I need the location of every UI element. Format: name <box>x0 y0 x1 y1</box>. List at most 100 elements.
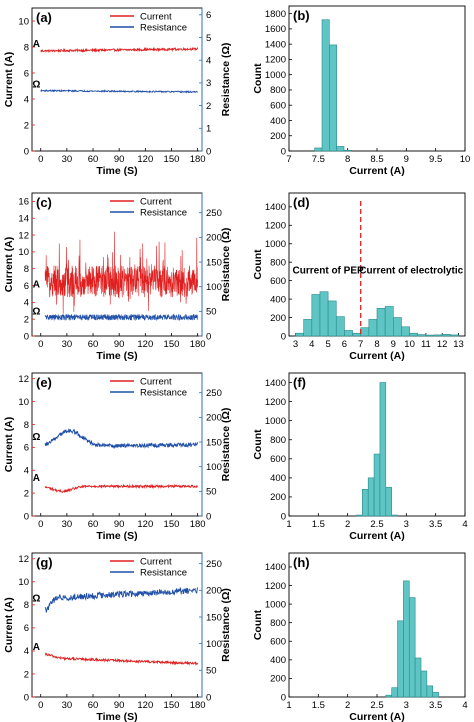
x-tick-label: 7 <box>286 154 291 165</box>
y2-axis-label: Resistance (Ω) <box>220 588 232 662</box>
y-tick-label: 4 <box>24 466 29 477</box>
y2-tick-label: 100 <box>206 462 222 473</box>
y-tick-label: 200 <box>270 492 286 503</box>
histogram-bar <box>336 146 345 152</box>
histogram-bar <box>426 685 434 698</box>
y2-tick-label: 0 <box>206 692 211 703</box>
x-axis-label: Current (A) <box>349 165 404 177</box>
y2-tick-label: 0 <box>206 331 211 342</box>
y-tick-label: 200 <box>270 131 286 142</box>
y2-tick-label: 4 <box>206 56 211 67</box>
y-tick-label: 6 <box>24 68 29 79</box>
y2-tick-label: 250 <box>206 388 222 399</box>
x-tick-label: 2 <box>345 700 350 711</box>
y-tick-label: 14 <box>18 214 29 225</box>
histogram-bar <box>356 514 363 517</box>
x-tick-label: 1.5 <box>312 519 325 530</box>
histogram-bar <box>384 306 394 337</box>
x-tick-label: 1 <box>286 700 291 711</box>
y-axis-label: Count <box>252 249 264 280</box>
x-tick-label: 0 <box>38 700 43 711</box>
plot-frame <box>288 5 466 152</box>
x-tick-label: 180 <box>190 700 206 711</box>
x-tick-label: 30 <box>62 519 73 530</box>
x-tick-label: 0 <box>38 154 43 165</box>
y2-tick-label: 50 <box>206 666 217 677</box>
histogram-bar <box>344 330 353 337</box>
series-annotation: Ω <box>32 432 40 443</box>
legend-label-resistance: Resistance <box>140 568 187 579</box>
x-tick-label: 30 <box>62 339 73 350</box>
y-axis-label: Current (A) <box>3 417 15 472</box>
x-tick-label: 13 <box>453 339 464 350</box>
series-line-current <box>44 483 198 494</box>
x-tick-label: 90 <box>114 519 125 530</box>
y-tick-label: 2 <box>24 120 29 131</box>
x-tick-label: 60 <box>88 154 99 165</box>
y2-tick-label: 250 <box>206 208 222 219</box>
y-tick-label: 12 <box>18 374 29 385</box>
y-tick-label: 10 <box>18 577 29 588</box>
x-tick-label: 90 <box>114 700 125 711</box>
x-tick-label: 9.5 <box>429 154 442 165</box>
y2-tick-label: 200 <box>206 233 222 244</box>
y-axis-label: Count <box>252 429 264 460</box>
x-tick-label: 8.5 <box>370 154 383 165</box>
y2-axis-label: Resistance (Ω) <box>220 228 232 302</box>
panel-label: (d) <box>293 195 310 210</box>
histogram-bar <box>391 514 398 517</box>
x-tick-label: 5 <box>325 339 330 350</box>
histogram-bar <box>335 316 345 337</box>
histogram-bar <box>314 147 323 152</box>
y2-tick-label: 200 <box>206 413 222 424</box>
y-tick-label: 1000 <box>265 239 286 250</box>
y-tick-label: 0 <box>281 331 286 342</box>
y-tick-label: 12 <box>18 554 29 565</box>
y-tick-label: 10 <box>18 16 29 27</box>
series-annotation: A <box>33 280 40 291</box>
y-tick-label: 200 <box>270 313 286 324</box>
x-axis-label: Time (S) <box>96 165 137 177</box>
x-tick-label: 6 <box>342 339 347 350</box>
histogram-bar <box>385 694 392 698</box>
y2-tick-label: 1 <box>206 124 211 135</box>
x-tick-label: 90 <box>114 339 125 350</box>
histogram-bar <box>362 489 369 517</box>
x-tick-label: 120 <box>137 154 153 165</box>
histogram-bar <box>403 580 410 698</box>
x-axis-label: Current (A) <box>349 711 404 722</box>
y2-tick-label: 6 <box>206 10 211 21</box>
histogram-bar <box>433 334 443 337</box>
panel-f: 1 1.5 2 2.5 3 3.5 4 0 200 400 600 800 1000 1200 1400 Cu… <box>252 372 468 542</box>
x-tick-label: 0 <box>38 339 43 350</box>
panel-label: (b) <box>293 8 310 23</box>
y2-tick-label: 150 <box>206 257 222 268</box>
histogram-bar <box>432 692 439 698</box>
histogram-bar <box>420 670 428 698</box>
y2-tick-label: 3 <box>206 78 211 89</box>
y-tick-label: 10 <box>18 247 29 258</box>
x-tick-label: 3 <box>404 519 409 530</box>
x-tick-label: 2.5 <box>370 519 383 530</box>
x-axis-label: Time (S) <box>96 350 137 362</box>
y2-tick-label: 150 <box>206 437 222 448</box>
y2-tick-label: 150 <box>206 612 222 623</box>
y2-tick-label: 2 <box>206 101 211 112</box>
y-tick-label: 1000 <box>265 416 286 427</box>
x-tick-label: 120 <box>137 519 153 530</box>
panel-label: (a) <box>36 10 52 25</box>
legend-label-current: Current <box>140 377 172 388</box>
series-annotation: Ω <box>32 594 40 605</box>
y-tick-label: 0 <box>24 692 29 703</box>
y-tick-label: 200 <box>270 674 286 685</box>
histogram-bar <box>352 332 362 337</box>
y-tick-label: 4 <box>24 646 29 657</box>
x-tick-label: 150 <box>164 519 180 530</box>
y-tick-label: 600 <box>270 454 286 465</box>
y-tick-label: 2 <box>24 314 29 325</box>
y2-axis-label: Resistance (Ω) <box>220 408 232 482</box>
x-tick-label: 4 <box>462 700 467 711</box>
